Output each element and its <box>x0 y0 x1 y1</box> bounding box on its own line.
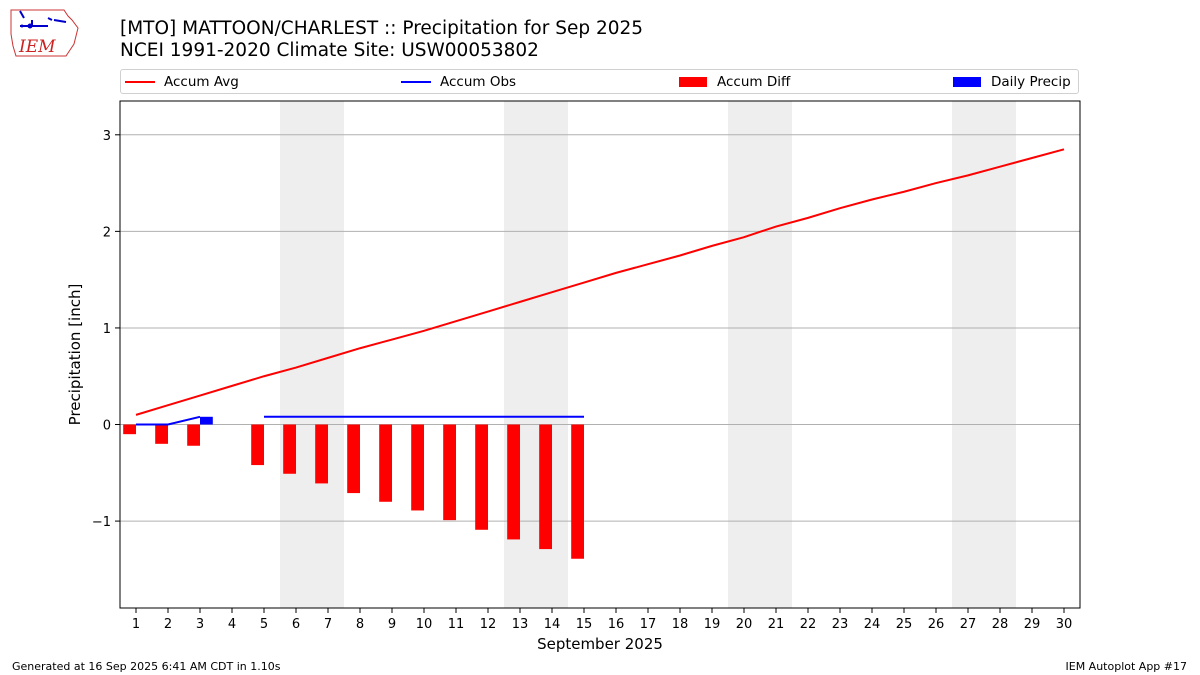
x-tick-label: 9 <box>388 617 396 632</box>
legend-item-accum-avg: Accum Avg <box>125 73 239 91</box>
y-tick-label: 0 <box>103 419 111 434</box>
x-tick-label: 21 <box>768 617 785 632</box>
x-tick-label: 19 <box>704 617 721 632</box>
legend-label-accum-obs: Accum Obs <box>440 74 517 90</box>
weekend-band <box>728 101 792 608</box>
x-tick-label: 12 <box>480 617 497 632</box>
y-tick-label: 2 <box>103 225 111 240</box>
x-tick-label: 6 <box>292 617 300 632</box>
x-tick-label: 26 <box>928 617 945 632</box>
accum-diff-bar <box>283 424 296 474</box>
x-tick-label: 29 <box>1024 617 1041 632</box>
legend-label-daily-precip: Daily Precip <box>991 74 1071 90</box>
legend: Accum Avg Accum Obs Accum Diff Daily Pre… <box>120 69 1079 94</box>
logo-text: IEM <box>18 37 56 57</box>
accum-obs-line <box>136 415 201 426</box>
legend-swatch-accum-obs <box>401 81 431 83</box>
chart-subtitle: NCEI 1991-2020 Climate Site: USW00053802 <box>120 40 539 61</box>
x-tick-label: 23 <box>832 617 849 632</box>
daily-precip-bar <box>200 416 213 425</box>
accum-diff-bar <box>443 424 456 521</box>
footer-app: IEM Autoplot App #17 <box>1065 660 1188 673</box>
x-tick-label: 10 <box>416 617 433 632</box>
y-tick-label: 3 <box>103 129 111 144</box>
weather-station-icon <box>19 10 67 27</box>
x-tick-label: 14 <box>544 617 561 632</box>
x-tick-label: 16 <box>608 617 625 632</box>
x-tick-label: 13 <box>512 617 529 632</box>
x-tick-label: 5 <box>260 617 268 632</box>
x-tick-label: 15 <box>576 617 593 632</box>
accum-diff-bar <box>347 424 360 494</box>
chart-title: [MTO] MATTOON/CHARLEST :: Precipitation … <box>120 18 644 39</box>
x-tick-label: 4 <box>228 617 236 632</box>
x-tick-label: 1 <box>132 617 140 632</box>
x-tick-label: 3 <box>196 617 204 632</box>
legend-item-accum-obs: Accum Obs <box>401 73 516 91</box>
y-tick-label: 1 <box>103 322 111 337</box>
accum-diff-bar <box>379 424 392 502</box>
y-axis-label: Precipitation [inch] <box>66 284 84 426</box>
accum-diff-bar <box>315 424 328 484</box>
x-tick-label: 11 <box>448 617 465 632</box>
legend-swatch-daily-precip <box>953 77 981 87</box>
x-tick-label: 2 <box>164 617 172 632</box>
x-tick-label: 7 <box>324 617 332 632</box>
accum-avg-line <box>135 148 1065 416</box>
x-tick-label: 24 <box>864 617 881 632</box>
weekend-band <box>280 101 344 608</box>
accum-diff-bar <box>411 424 424 511</box>
footer-generated: Generated at 16 Sep 2025 6:41 AM CDT in … <box>12 660 281 673</box>
accum-diff-bar <box>123 424 136 435</box>
accum-diff-bar <box>507 424 520 540</box>
x-tick-label: 28 <box>992 617 1009 632</box>
x-tick-label: 8 <box>356 617 364 632</box>
x-tick-label: 17 <box>640 617 657 632</box>
accum-diff-bar <box>571 424 584 559</box>
iem-logo: IEM <box>10 9 79 57</box>
x-tick-label: 20 <box>736 617 753 632</box>
accum-diff-bar <box>475 424 488 530</box>
accum-diff-bar <box>251 424 264 466</box>
y-tick-label: −1 <box>92 515 111 530</box>
x-tick-label: 27 <box>960 617 977 632</box>
legend-swatch-accum-avg <box>125 81 155 83</box>
legend-item-accum-diff: Accum Diff <box>679 73 790 91</box>
legend-swatch-accum-diff <box>679 77 707 87</box>
legend-label-accum-diff: Accum Diff <box>717 74 791 90</box>
x-tick-label: 30 <box>1056 617 1073 632</box>
x-tick-label: 22 <box>800 617 817 632</box>
accum-diff-bar <box>155 424 168 444</box>
x-tick-label: 18 <box>672 617 689 632</box>
legend-item-daily-precip: Daily Precip <box>953 73 1071 91</box>
legend-label-accum-avg: Accum Avg <box>164 74 239 90</box>
x-tick-label: 25 <box>896 617 913 632</box>
x-axis-label: September 2025 <box>537 635 663 653</box>
accum-diff-bar <box>187 424 200 446</box>
accum-diff-bar <box>539 424 552 550</box>
weekend-band <box>952 101 1016 608</box>
plot-frame <box>119 100 1081 609</box>
